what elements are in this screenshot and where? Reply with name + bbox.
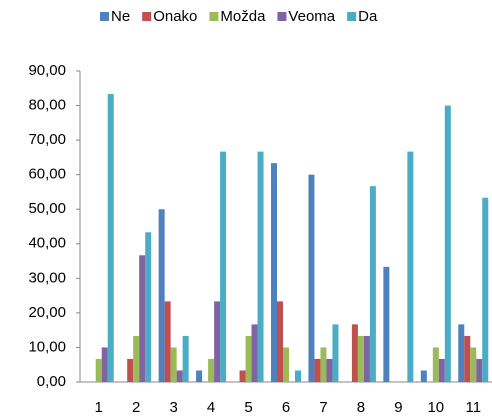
bar	[314, 358, 321, 382]
bar	[444, 105, 451, 383]
bar	[320, 347, 327, 382]
bar	[127, 358, 134, 382]
x-tick-label: 9	[394, 399, 402, 416]
legend-label: Možda	[220, 8, 266, 25]
y-tick-label: 40,00	[28, 235, 66, 252]
bar	[176, 370, 183, 382]
bar	[182, 335, 189, 382]
bar	[438, 358, 445, 382]
x-tick-label: 10	[427, 399, 444, 416]
bar	[383, 266, 390, 382]
bar	[214, 301, 221, 382]
bar	[420, 370, 427, 382]
bar	[482, 197, 489, 382]
bar	[357, 335, 364, 382]
legend-swatch	[347, 12, 357, 21]
x-tick-label: 2	[132, 399, 140, 416]
bar	[458, 324, 465, 382]
bar	[464, 335, 471, 382]
bar	[251, 324, 258, 382]
legend-label: Onako	[153, 8, 197, 25]
bar	[158, 209, 165, 382]
x-tick-label: 3	[169, 399, 177, 416]
bar	[363, 335, 370, 382]
bar	[208, 358, 215, 382]
x-tick-label: 11	[465, 399, 481, 416]
legend-label: Ne	[111, 8, 130, 25]
bar	[470, 347, 477, 382]
x-tick-label: 4	[207, 399, 215, 416]
legend-swatch	[142, 12, 152, 21]
bar	[407, 151, 414, 382]
bar	[326, 358, 333, 382]
x-tick-label: 1	[95, 399, 103, 416]
x-tick-label: 7	[319, 399, 327, 416]
bar	[101, 347, 108, 382]
y-tick-label: 80,00	[28, 97, 66, 114]
bar	[145, 232, 152, 382]
bar	[257, 151, 264, 382]
bar	[271, 163, 277, 382]
y-tick-label: 30,00	[28, 269, 66, 286]
legend-swatch	[277, 12, 287, 21]
y-tick-label: 60,00	[28, 166, 66, 183]
bar	[245, 335, 252, 382]
bar	[432, 347, 439, 382]
y-tick-label: 70,00	[28, 131, 66, 148]
bar	[283, 347, 289, 382]
legend-label: Da	[358, 8, 378, 25]
legend-swatch	[209, 12, 219, 21]
bar	[332, 324, 339, 382]
bar	[133, 335, 140, 382]
bar	[369, 186, 376, 382]
legend-label: Veoma	[288, 8, 335, 25]
y-tick-label: 90,00	[28, 62, 66, 79]
bar	[196, 370, 203, 382]
y-tick-label: 0,00	[37, 373, 66, 390]
bar	[164, 301, 171, 382]
bar	[220, 151, 227, 382]
y-tick-label: 10,00	[28, 338, 66, 355]
y-tick-label: 50,00	[28, 200, 66, 217]
bar	[239, 370, 246, 382]
bar	[295, 370, 301, 382]
x-tick-label: 5	[244, 399, 252, 416]
bar	[277, 301, 283, 382]
x-tick-label: 8	[357, 399, 365, 416]
bar	[107, 94, 114, 382]
bar	[476, 358, 483, 382]
bar	[351, 324, 358, 382]
x-tick-label: 6	[282, 399, 290, 416]
bar	[95, 358, 102, 382]
bar	[308, 174, 315, 382]
bar	[139, 255, 146, 382]
bar	[170, 347, 177, 382]
legend-swatch	[100, 12, 109, 21]
y-tick-label: 20,00	[28, 304, 66, 321]
